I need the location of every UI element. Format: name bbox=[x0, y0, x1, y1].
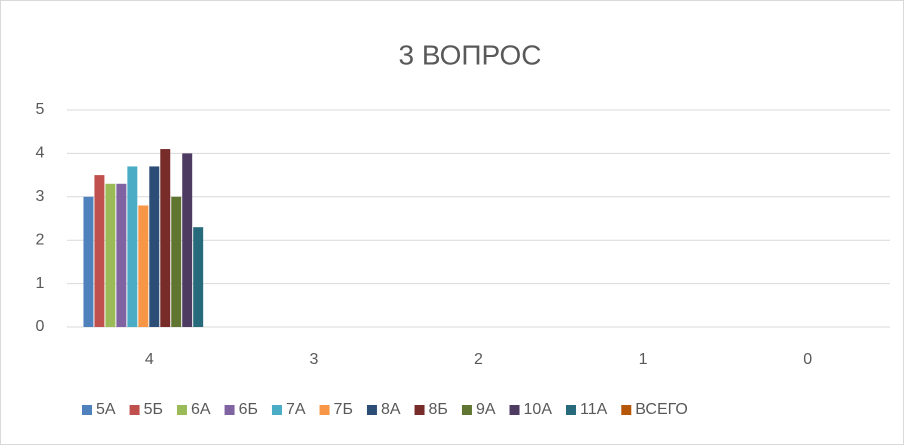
legend-swatch bbox=[129, 405, 140, 415]
chart-title: 3 ВОПРОС bbox=[398, 39, 541, 70]
legend-swatch bbox=[621, 405, 632, 415]
y-tick-label: 2 bbox=[36, 231, 45, 248]
bar bbox=[149, 166, 160, 327]
legend-label: 9А bbox=[476, 401, 496, 418]
legend-label: 7А bbox=[286, 401, 306, 418]
legend-label: 11А bbox=[580, 401, 608, 418]
x-tick-label: 4 bbox=[145, 351, 154, 368]
bar bbox=[182, 153, 193, 327]
bar bbox=[105, 183, 116, 327]
legend-swatch bbox=[82, 405, 92, 415]
bar bbox=[138, 205, 149, 327]
legend-label: 8Б bbox=[429, 401, 448, 418]
legend-label: 5Б bbox=[144, 401, 163, 418]
legend-label: 6А bbox=[191, 401, 211, 418]
x-tick-label: 3 bbox=[309, 351, 318, 368]
bar bbox=[193, 227, 204, 327]
legend-swatch bbox=[271, 405, 282, 415]
bar bbox=[83, 196, 94, 327]
legend-swatch bbox=[414, 405, 425, 415]
legend-label: 7Б bbox=[334, 401, 353, 418]
y-tick-label: 0 bbox=[36, 318, 45, 335]
legend-label: 6Б bbox=[239, 401, 258, 418]
legend-label: 8А bbox=[381, 401, 401, 418]
y-tick-label: 3 bbox=[36, 188, 45, 205]
y-tick-label: 5 bbox=[36, 101, 45, 118]
legend-swatch bbox=[319, 405, 330, 415]
legend-swatch bbox=[565, 405, 576, 415]
x-tick-label: 0 bbox=[803, 351, 812, 368]
y-tick-label: 1 bbox=[36, 275, 45, 292]
legend-label: 10А bbox=[524, 401, 553, 418]
legend-swatch bbox=[366, 405, 377, 415]
legend-swatch bbox=[176, 405, 187, 415]
x-tick-label: 1 bbox=[639, 351, 648, 368]
legend-label: 5А bbox=[96, 401, 116, 418]
bar bbox=[94, 175, 105, 327]
bar bbox=[171, 196, 182, 327]
legend-swatch bbox=[224, 405, 235, 415]
legend-swatch bbox=[509, 405, 520, 415]
y-tick-label: 4 bbox=[36, 145, 45, 162]
x-tick-label: 2 bbox=[474, 351, 483, 368]
bar bbox=[116, 183, 127, 327]
legend-label: ВСЕГО bbox=[635, 401, 688, 418]
bar bbox=[127, 166, 138, 327]
bar bbox=[160, 149, 171, 327]
legend-swatch bbox=[461, 405, 472, 415]
